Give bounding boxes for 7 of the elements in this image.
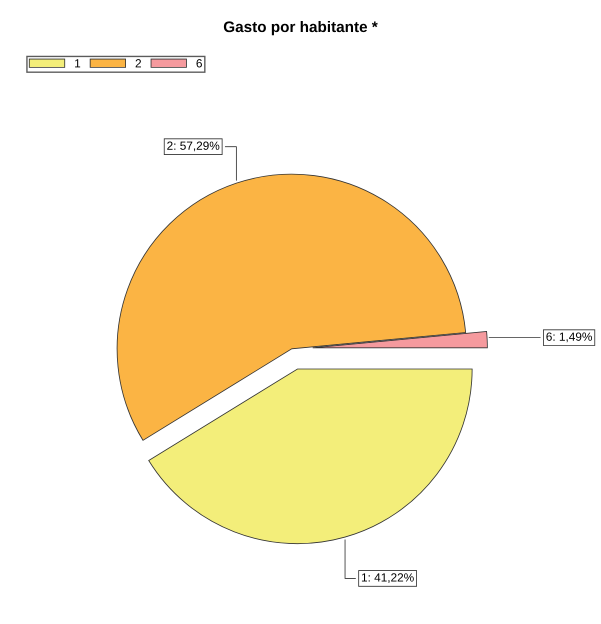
legend-label: 1 <box>75 59 80 68</box>
chart-title: Gasto por habitante * <box>224 20 378 36</box>
legend-label: 6 <box>196 59 202 68</box>
legend-label: 2 <box>136 59 142 68</box>
data-label: 6: 1,49% <box>546 332 592 342</box>
data-label: 2: 57,29% <box>167 142 220 152</box>
data-label: 1: 41,22% <box>362 573 414 584</box>
